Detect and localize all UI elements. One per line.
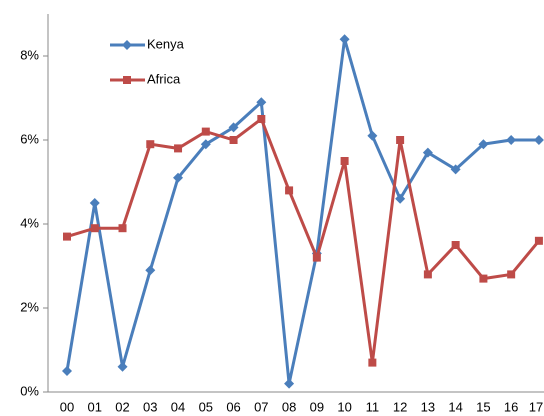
point <box>340 157 349 165</box>
point <box>507 270 516 279</box>
point <box>450 164 461 175</box>
x-tick-label: 14 <box>448 399 462 414</box>
point <box>339 34 350 45</box>
point <box>146 140 155 149</box>
point <box>117 361 128 372</box>
x-tick-label: 13 <box>421 399 435 414</box>
x-tick-label: 10 <box>337 399 351 414</box>
point <box>478 139 489 150</box>
point <box>451 241 460 249</box>
x-tick-label: 06 <box>226 399 240 414</box>
point <box>123 76 131 84</box>
point <box>422 147 433 158</box>
point <box>63 232 71 241</box>
series-line <box>65 38 539 384</box>
legend-label: Kenya <box>147 36 185 51</box>
point <box>395 193 406 204</box>
y-tick-label: 2% <box>20 299 39 314</box>
y-tick-label: 8% <box>20 47 39 62</box>
point <box>396 136 405 144</box>
x-tick-label: 02 <box>115 399 129 414</box>
point <box>90 224 99 233</box>
x-tick-label: 00 <box>60 399 74 414</box>
point <box>174 144 183 153</box>
point <box>173 172 184 183</box>
x-tick-label: 05 <box>199 399 213 414</box>
x-tick-label: 03 <box>143 399 157 414</box>
point <box>122 40 132 50</box>
x-tick-label: 17 <box>529 399 543 414</box>
point <box>257 115 266 123</box>
legend-label: Africa <box>147 71 181 86</box>
point <box>367 130 378 141</box>
series-line <box>66 116 541 363</box>
point <box>285 186 294 195</box>
x-tick-label: 01 <box>88 399 102 414</box>
point <box>118 224 127 233</box>
y-tick-label: 0% <box>20 383 39 398</box>
point <box>284 378 295 389</box>
x-tick-label: 16 <box>504 399 518 414</box>
y-tick-label: 4% <box>20 215 39 230</box>
point <box>312 253 321 262</box>
point <box>506 135 517 145</box>
point <box>368 358 377 367</box>
point <box>200 139 211 150</box>
point <box>89 198 100 208</box>
x-tick-label: 11 <box>366 399 380 414</box>
point <box>62 366 72 376</box>
point <box>534 236 543 245</box>
point <box>229 136 238 144</box>
point <box>423 270 432 279</box>
point <box>533 135 544 145</box>
x-tick-label: 08 <box>282 399 296 414</box>
y-tick-label: 6% <box>20 131 39 146</box>
point <box>145 265 156 276</box>
x-tick-label: 12 <box>393 399 407 414</box>
x-tick-label: 15 <box>476 399 490 414</box>
point <box>256 97 267 108</box>
x-tick-label: 07 <box>254 399 268 414</box>
point <box>201 127 210 136</box>
x-tick-label: 09 <box>310 399 324 414</box>
point <box>479 274 488 283</box>
point <box>228 122 239 133</box>
x-tick-label: 04 <box>171 399 185 414</box>
